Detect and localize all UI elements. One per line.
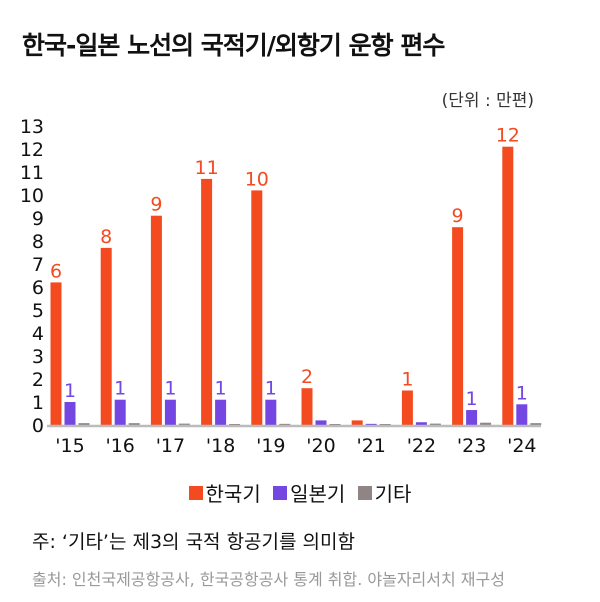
y-tick-label: 1 — [32, 392, 44, 414]
x-tick-label: '20 — [306, 435, 335, 457]
bar-2-23 — [480, 422, 492, 425]
data-label: 1 — [164, 378, 176, 400]
bar-1-16 — [114, 399, 126, 425]
chart-title: 한국-일본 노선의 국적기/외항기 운항 편수 — [22, 31, 445, 60]
bar-1-21 — [365, 423, 377, 425]
source-text: 출처: 인천국제공항공사, 한국공항공사 통계 취합. 야놀자리서치 재구성 — [32, 570, 505, 589]
bar-0-24 — [502, 146, 514, 425]
data-label: 1 — [215, 378, 227, 400]
y-tick-label: 9 — [32, 208, 44, 230]
bar-1-23 — [466, 410, 478, 425]
data-label: 10 — [245, 168, 269, 190]
bar-2-19 — [279, 423, 291, 425]
x-tick-label: '22 — [407, 435, 436, 457]
legend: 한국기 일본기 기타 — [0, 478, 600, 507]
y-tick-label: 8 — [32, 231, 44, 253]
bar-2-17 — [178, 423, 190, 425]
footnote: 주: ‘기타’는 제3의 국적 항공기를 의미함 — [32, 531, 355, 553]
legend-item-japanese: 일본기 — [273, 478, 345, 507]
x-tick-label: '19 — [256, 435, 285, 457]
x-tick-label: '16 — [105, 435, 134, 457]
bar-0-19 — [251, 190, 263, 425]
legend-item-korean: 한국기 — [188, 478, 261, 507]
x-tick-label: '23 — [457, 435, 486, 457]
y-tick-label: 13 — [20, 116, 44, 138]
bar-2-20 — [329, 424, 341, 425]
y-tick-label: 4 — [32, 323, 44, 345]
bar-1-20 — [315, 420, 327, 425]
legend-swatch — [273, 485, 288, 500]
bar-2-15 — [78, 423, 90, 425]
data-label: 1 — [466, 388, 478, 410]
bar-chart: 01234567891011121361'1581'1691'17111'181… — [20, 116, 542, 457]
bar-0-15 — [50, 282, 62, 425]
unit-label: (단위 : 만편) — [441, 91, 534, 111]
bar-0-23 — [452, 227, 464, 425]
y-tick-label: 11 — [20, 162, 44, 184]
bar-2-16 — [128, 423, 140, 425]
bar-1-18 — [215, 399, 227, 425]
data-label: 1 — [265, 378, 277, 400]
data-label: 1 — [516, 382, 528, 404]
data-label: 9 — [150, 194, 162, 216]
legend-swatch — [357, 485, 372, 500]
legend-label: 기타 — [374, 482, 412, 506]
x-tick-label: '21 — [356, 435, 385, 457]
bar-2-18 — [229, 424, 241, 425]
bar-0-21 — [351, 420, 363, 425]
bar-2-21 — [379, 424, 391, 425]
data-label: 6 — [50, 260, 62, 282]
data-label: 8 — [100, 226, 112, 248]
bar-2-24 — [530, 423, 542, 425]
y-tick-label: 7 — [32, 254, 44, 276]
bar-1-24 — [516, 404, 528, 425]
data-label: 2 — [301, 366, 313, 388]
legend-item-other: 기타 — [357, 478, 412, 507]
y-tick-label: 0 — [32, 415, 44, 437]
data-label: 1 — [114, 378, 126, 400]
x-tick-label: '15 — [55, 435, 84, 457]
legend-label: 한국기 — [205, 482, 261, 506]
y-tick-label: 6 — [32, 277, 44, 299]
data-label: 9 — [452, 205, 464, 227]
bar-0-17 — [150, 215, 162, 425]
legend-swatch — [188, 485, 203, 500]
bar-2-22 — [429, 423, 441, 425]
y-tick-label: 3 — [32, 346, 44, 368]
x-tick-label: '18 — [206, 435, 235, 457]
y-tick-label: 10 — [20, 185, 44, 207]
bar-1-15 — [64, 402, 76, 425]
y-tick-label: 12 — [20, 139, 44, 161]
bar-0-18 — [201, 178, 213, 425]
x-tick-label: '24 — [507, 435, 536, 457]
bar-1-17 — [164, 399, 176, 425]
data-label: 1 — [401, 369, 413, 391]
data-label: 12 — [496, 125, 520, 147]
y-tick-label: 2 — [32, 369, 44, 391]
bar-0-16 — [100, 247, 112, 425]
legend-label: 일본기 — [290, 482, 346, 506]
data-label: 11 — [195, 157, 219, 179]
bar-0-22 — [401, 390, 413, 425]
bar-1-19 — [265, 399, 277, 425]
data-label: 1 — [64, 380, 76, 402]
x-tick-label: '17 — [156, 435, 185, 457]
bar-0-20 — [301, 388, 313, 425]
bar-1-22 — [415, 422, 427, 425]
y-tick-label: 5 — [32, 300, 44, 322]
